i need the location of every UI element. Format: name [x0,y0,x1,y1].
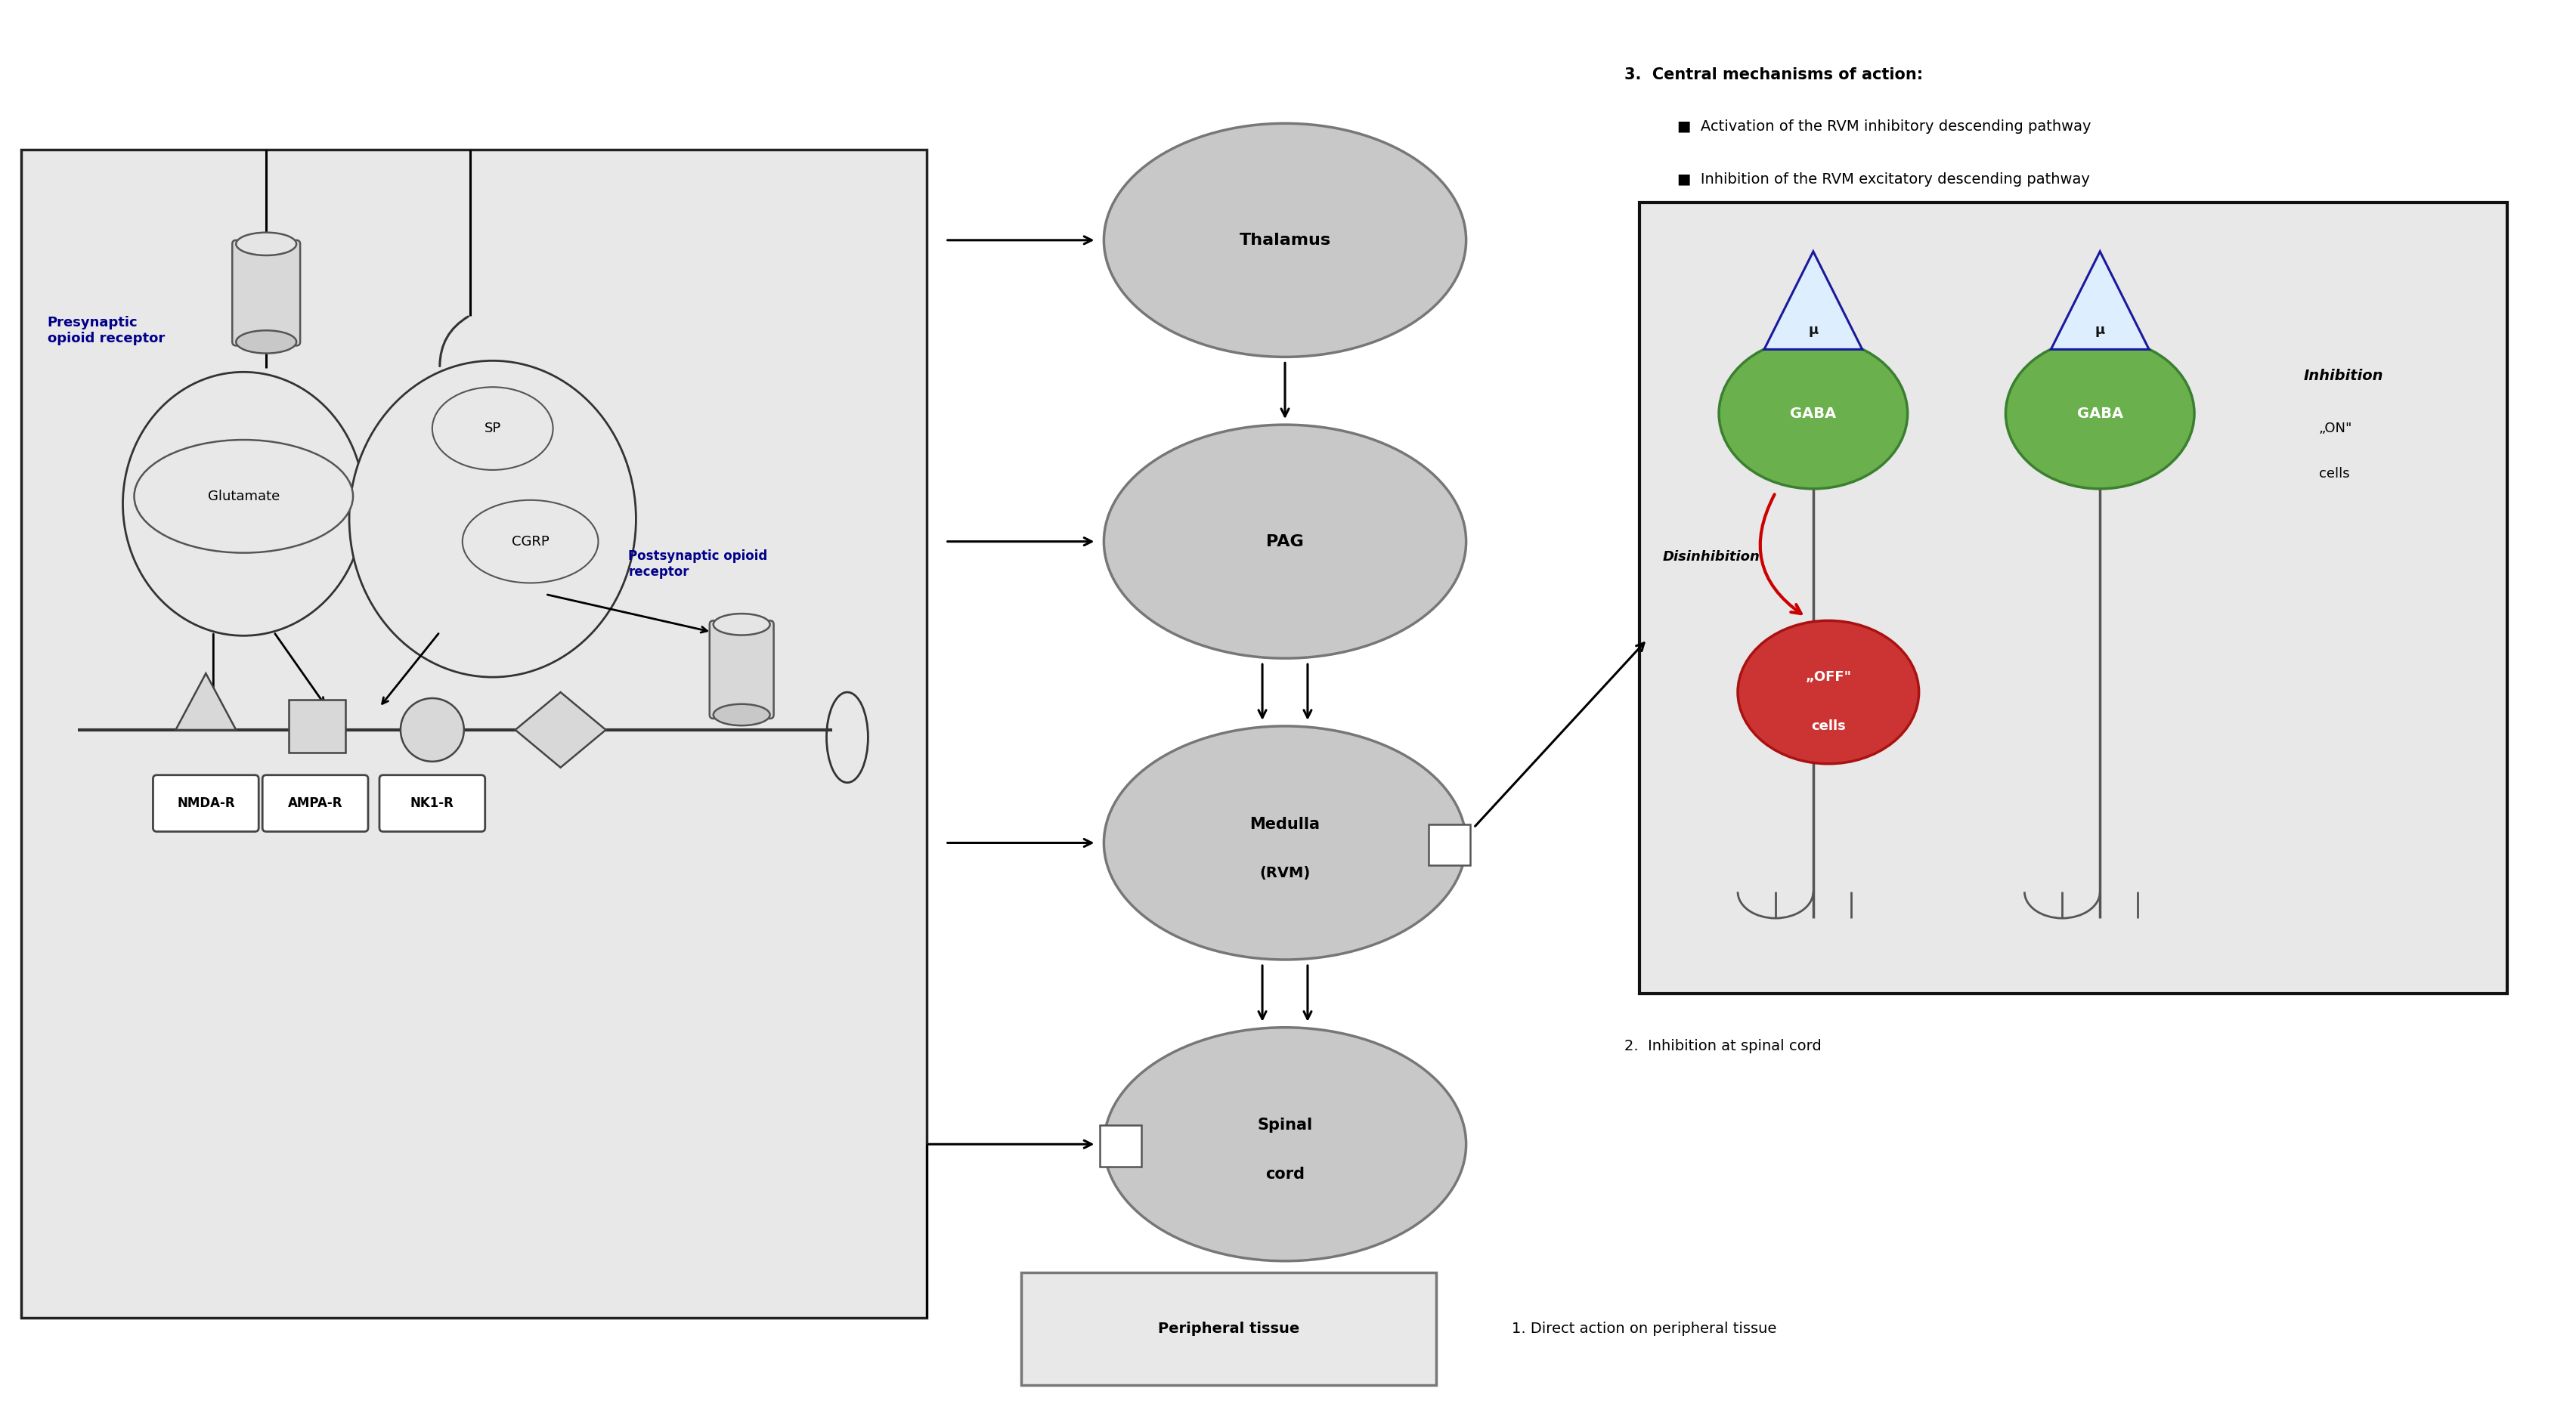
Ellipse shape [464,501,598,582]
Text: PAG: PAG [1267,534,1303,548]
Ellipse shape [237,330,296,354]
Ellipse shape [1105,124,1466,357]
FancyBboxPatch shape [708,620,773,719]
Text: „ON": „ON" [2318,422,2352,436]
Text: Inhibition: Inhibition [2303,368,2383,384]
FancyBboxPatch shape [1020,1272,1435,1385]
FancyBboxPatch shape [232,240,301,345]
Text: Glutamate: Glutamate [209,489,281,503]
Text: μ: μ [1808,324,1819,337]
Text: „OFF": „OFF" [1806,670,1852,684]
FancyBboxPatch shape [263,776,368,832]
Ellipse shape [1105,1028,1466,1261]
Ellipse shape [1718,338,1909,489]
Polygon shape [2050,251,2148,350]
Text: SP: SP [484,422,500,436]
FancyBboxPatch shape [1100,1125,1141,1167]
Ellipse shape [134,440,353,553]
Text: Disinhibition: Disinhibition [1662,550,1759,564]
Ellipse shape [124,372,363,636]
Text: μ: μ [2094,324,2105,337]
Text: NK1-R: NK1-R [410,797,453,811]
Ellipse shape [433,388,554,470]
Text: 2.  Inhibition at spinal cord: 2. Inhibition at spinal cord [1625,1039,1821,1053]
FancyBboxPatch shape [21,149,927,1317]
Text: (RVM): (RVM) [1260,866,1311,880]
Ellipse shape [827,692,868,783]
Text: cells: cells [2318,467,2349,481]
Text: NMDA-R: NMDA-R [178,797,234,811]
Text: Medulla: Medulla [1249,816,1319,832]
Text: Peripheral tissue: Peripheral tissue [1157,1321,1298,1335]
Ellipse shape [1105,424,1466,658]
Ellipse shape [714,704,770,726]
Text: 1. Direct action on peripheral tissue: 1. Direct action on peripheral tissue [1512,1321,1777,1335]
Text: AMPA-R: AMPA-R [289,797,343,811]
Ellipse shape [237,233,296,255]
Text: Presynaptic
opioid receptor: Presynaptic opioid receptor [46,316,165,345]
FancyBboxPatch shape [289,699,345,753]
Text: cells: cells [1811,719,1844,733]
FancyBboxPatch shape [1641,203,2506,994]
Text: cord: cord [1265,1167,1303,1182]
Text: CGRP: CGRP [513,534,549,548]
Polygon shape [515,692,605,767]
Ellipse shape [1739,620,1919,764]
FancyBboxPatch shape [152,776,258,832]
Text: GABA: GABA [1790,406,1837,420]
FancyBboxPatch shape [1427,823,1471,866]
Text: ■  Activation of the RVM inhibitory descending pathway: ■ Activation of the RVM inhibitory desce… [1677,120,2092,134]
Text: 3.  Central mechanisms of action:: 3. Central mechanisms of action: [1625,66,1924,82]
Ellipse shape [714,613,770,634]
Text: ■  Inhibition of the RVM excitatory descending pathway: ■ Inhibition of the RVM excitatory desce… [1677,172,2089,186]
Ellipse shape [2007,338,2195,489]
Text: Spinal: Spinal [1257,1118,1314,1134]
Text: Postsynaptic opioid
receptor: Postsynaptic opioid receptor [629,550,768,578]
Polygon shape [1765,251,1862,350]
Text: Thalamus: Thalamus [1239,233,1332,248]
Ellipse shape [350,361,636,677]
Circle shape [399,698,464,761]
Polygon shape [175,674,237,730]
Ellipse shape [1105,726,1466,960]
Text: GABA: GABA [2076,406,2123,420]
FancyBboxPatch shape [379,776,484,832]
